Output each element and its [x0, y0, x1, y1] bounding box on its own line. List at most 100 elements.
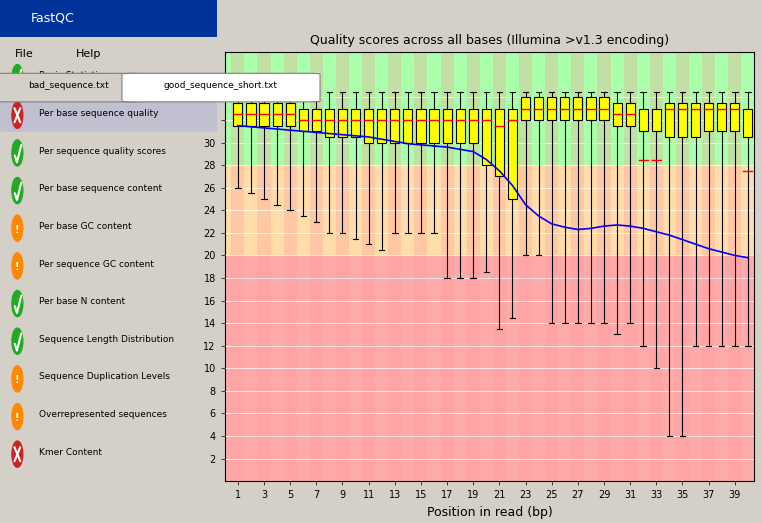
- Bar: [443, 109, 452, 143]
- Text: Basic Statistics: Basic Statistics: [39, 71, 107, 80]
- Text: !: !: [15, 413, 20, 423]
- Text: !: !: [15, 376, 20, 385]
- Circle shape: [12, 366, 23, 392]
- Bar: [389, 52, 402, 481]
- Bar: [286, 103, 295, 126]
- Bar: [482, 109, 491, 165]
- Text: good_sequence_short.txt: good_sequence_short.txt: [164, 82, 278, 90]
- Bar: [0, 0, 217, 37]
- Bar: [362, 52, 375, 481]
- Text: !: !: [15, 263, 20, 272]
- Bar: [283, 52, 296, 481]
- Bar: [225, 165, 754, 255]
- Bar: [364, 109, 373, 143]
- Bar: [650, 52, 663, 481]
- Bar: [508, 109, 517, 199]
- Circle shape: [12, 64, 23, 90]
- Bar: [273, 103, 282, 126]
- Bar: [338, 109, 347, 137]
- Bar: [440, 52, 453, 481]
- Text: FastQC: FastQC: [30, 12, 74, 25]
- Bar: [521, 97, 530, 120]
- Text: Per sequence quality scores: Per sequence quality scores: [39, 146, 166, 155]
- Bar: [691, 103, 700, 137]
- Bar: [225, 52, 754, 165]
- Text: !: !: [15, 225, 20, 235]
- Bar: [0, 94, 217, 132]
- Circle shape: [12, 215, 23, 241]
- Bar: [572, 52, 584, 481]
- Text: Per base sequence quality: Per base sequence quality: [39, 109, 158, 118]
- Bar: [456, 109, 465, 143]
- Bar: [664, 103, 674, 137]
- Circle shape: [12, 253, 23, 279]
- Circle shape: [12, 290, 23, 316]
- Bar: [626, 103, 635, 126]
- Bar: [246, 103, 255, 126]
- Bar: [586, 97, 595, 120]
- Bar: [390, 109, 399, 143]
- FancyBboxPatch shape: [122, 73, 320, 102]
- Bar: [310, 52, 323, 481]
- Circle shape: [12, 102, 23, 128]
- Bar: [403, 109, 412, 143]
- Bar: [676, 52, 689, 481]
- Bar: [678, 103, 687, 137]
- Bar: [534, 97, 543, 120]
- Text: Per base N content: Per base N content: [39, 297, 125, 306]
- Bar: [704, 103, 713, 131]
- Circle shape: [12, 140, 23, 166]
- Bar: [416, 109, 425, 143]
- Circle shape: [12, 441, 23, 467]
- Circle shape: [12, 328, 23, 354]
- Bar: [613, 103, 622, 126]
- Bar: [430, 109, 439, 143]
- Text: Per base GC content: Per base GC content: [39, 222, 132, 231]
- Text: Kmer Content: Kmer Content: [39, 448, 102, 457]
- Bar: [623, 52, 637, 481]
- Text: Help: Help: [76, 49, 101, 59]
- Bar: [469, 109, 478, 143]
- Bar: [545, 52, 559, 481]
- Bar: [519, 52, 532, 481]
- Text: Sequence Duplication Levels: Sequence Duplication Levels: [39, 372, 170, 381]
- Bar: [600, 97, 609, 120]
- Bar: [325, 109, 334, 137]
- Bar: [717, 103, 726, 131]
- Bar: [0, 37, 217, 73]
- Bar: [259, 103, 268, 126]
- Bar: [312, 109, 321, 131]
- Bar: [573, 97, 582, 120]
- Bar: [225, 255, 754, 481]
- Text: Overrepresented sequences: Overrepresented sequences: [39, 410, 167, 419]
- Bar: [466, 52, 480, 481]
- Bar: [597, 52, 610, 481]
- Bar: [743, 109, 752, 137]
- Bar: [232, 52, 245, 481]
- Bar: [560, 97, 569, 120]
- Text: Per sequence GC content: Per sequence GC content: [39, 259, 154, 268]
- Bar: [639, 109, 648, 131]
- Bar: [258, 52, 271, 481]
- Text: Per base sequence content: Per base sequence content: [39, 184, 162, 193]
- Bar: [415, 52, 427, 481]
- Bar: [730, 103, 739, 131]
- Bar: [702, 52, 716, 481]
- Bar: [547, 97, 556, 120]
- Bar: [652, 109, 661, 131]
- Bar: [336, 52, 349, 481]
- Text: File: File: [15, 49, 34, 59]
- Bar: [299, 109, 308, 131]
- Title: Quality scores across all bases (Illumina >v1.3 encoding): Quality scores across all bases (Illumin…: [310, 34, 669, 47]
- Bar: [493, 52, 506, 481]
- Text: Sequence Length Distribution: Sequence Length Distribution: [39, 335, 174, 344]
- Bar: [377, 109, 386, 143]
- Bar: [728, 52, 741, 481]
- X-axis label: Position in read (bp): Position in read (bp): [427, 506, 552, 519]
- Text: bad_sequence.txt: bad_sequence.txt: [28, 82, 109, 90]
- Circle shape: [12, 403, 23, 429]
- Circle shape: [12, 177, 23, 203]
- FancyBboxPatch shape: [0, 73, 145, 102]
- Bar: [351, 109, 360, 137]
- Bar: [495, 109, 504, 176]
